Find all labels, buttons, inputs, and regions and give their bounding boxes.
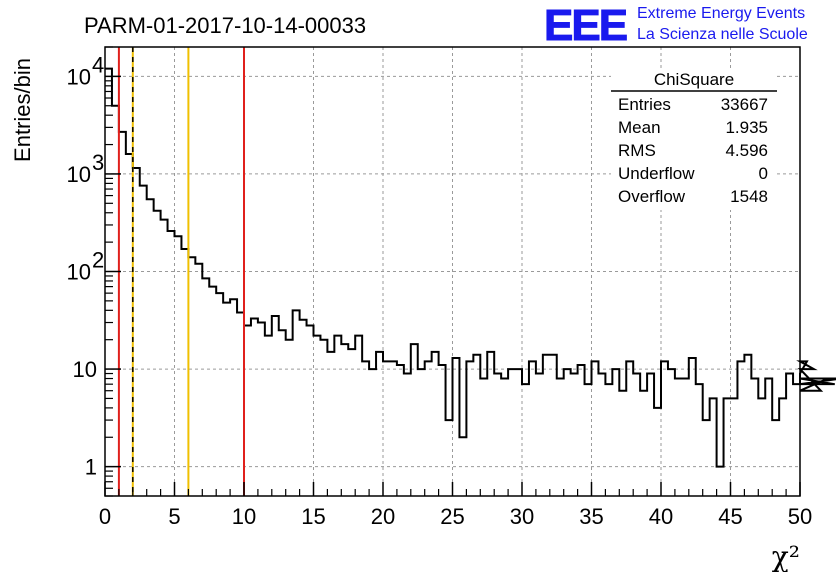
grid-lines [105, 47, 800, 496]
y-tick-label: 10 [73, 357, 97, 382]
cut-lines [117, 47, 245, 496]
stats-title: ChiSquare [654, 70, 734, 89]
stats-row-label: Entries [618, 95, 671, 114]
y-tick-label: 10 [67, 260, 91, 285]
run-title: PARM-01-2017-10-14-00033 [84, 13, 366, 38]
x-tick-label: 40 [649, 504, 673, 529]
x-tick-label: 30 [510, 504, 534, 529]
y-axis-label: Entries/bin [10, 58, 35, 162]
x-tick-label: 35 [579, 504, 603, 529]
x-tick-label: 45 [718, 504, 742, 529]
x-tick-label: 0 [99, 504, 111, 529]
stats-row-value: 1.935 [725, 118, 768, 137]
stats-row-label: Underflow [618, 164, 695, 183]
stats-row-label: Mean [618, 118, 661, 137]
x-tick-label: 50 [788, 504, 812, 529]
stats-row-value: 0 [759, 164, 768, 183]
y-tick-label: 1 [85, 455, 97, 480]
y-tick-exponent: 2 [92, 248, 104, 273]
stats-row-value: 4.596 [725, 141, 768, 160]
y-tick-label: 10 [67, 162, 91, 187]
stats-row-value: 33667 [721, 95, 768, 114]
histogram-series [105, 67, 836, 468]
stats-box: ChiSquare Entries 33667 Mean 1.935 RMS 4.596 U… [611, 68, 777, 210]
stats-rows: Entries 33667 Mean 1.935 RMS 4.596 Underflow 0 O… [618, 95, 768, 206]
eee-logo: EEE Extreme Energy Events La Scienza nel… [544, 1, 808, 51]
y-tick-label: 10 [67, 64, 91, 89]
x-axis-label: χ² [772, 540, 800, 572]
logo-letters: EEE [544, 1, 627, 50]
stats-row-label: Overflow [618, 187, 686, 206]
logo-line1: Extreme Energy Events [637, 5, 805, 22]
x-tick-label: 20 [371, 504, 395, 529]
stats-row-label: RMS [618, 141, 656, 160]
logo-line2: La Scienza nelle Scuole [637, 26, 808, 43]
x-tick-label: 15 [301, 504, 325, 529]
x-tick-label: 10 [232, 504, 256, 529]
x-tick-label: 5 [168, 504, 180, 529]
x-tick-label: 25 [440, 504, 464, 529]
y-tick-exponent: 4 [92, 52, 104, 77]
y-tick-exponent: 3 [92, 150, 104, 175]
stats-row-value: 1548 [730, 187, 768, 206]
